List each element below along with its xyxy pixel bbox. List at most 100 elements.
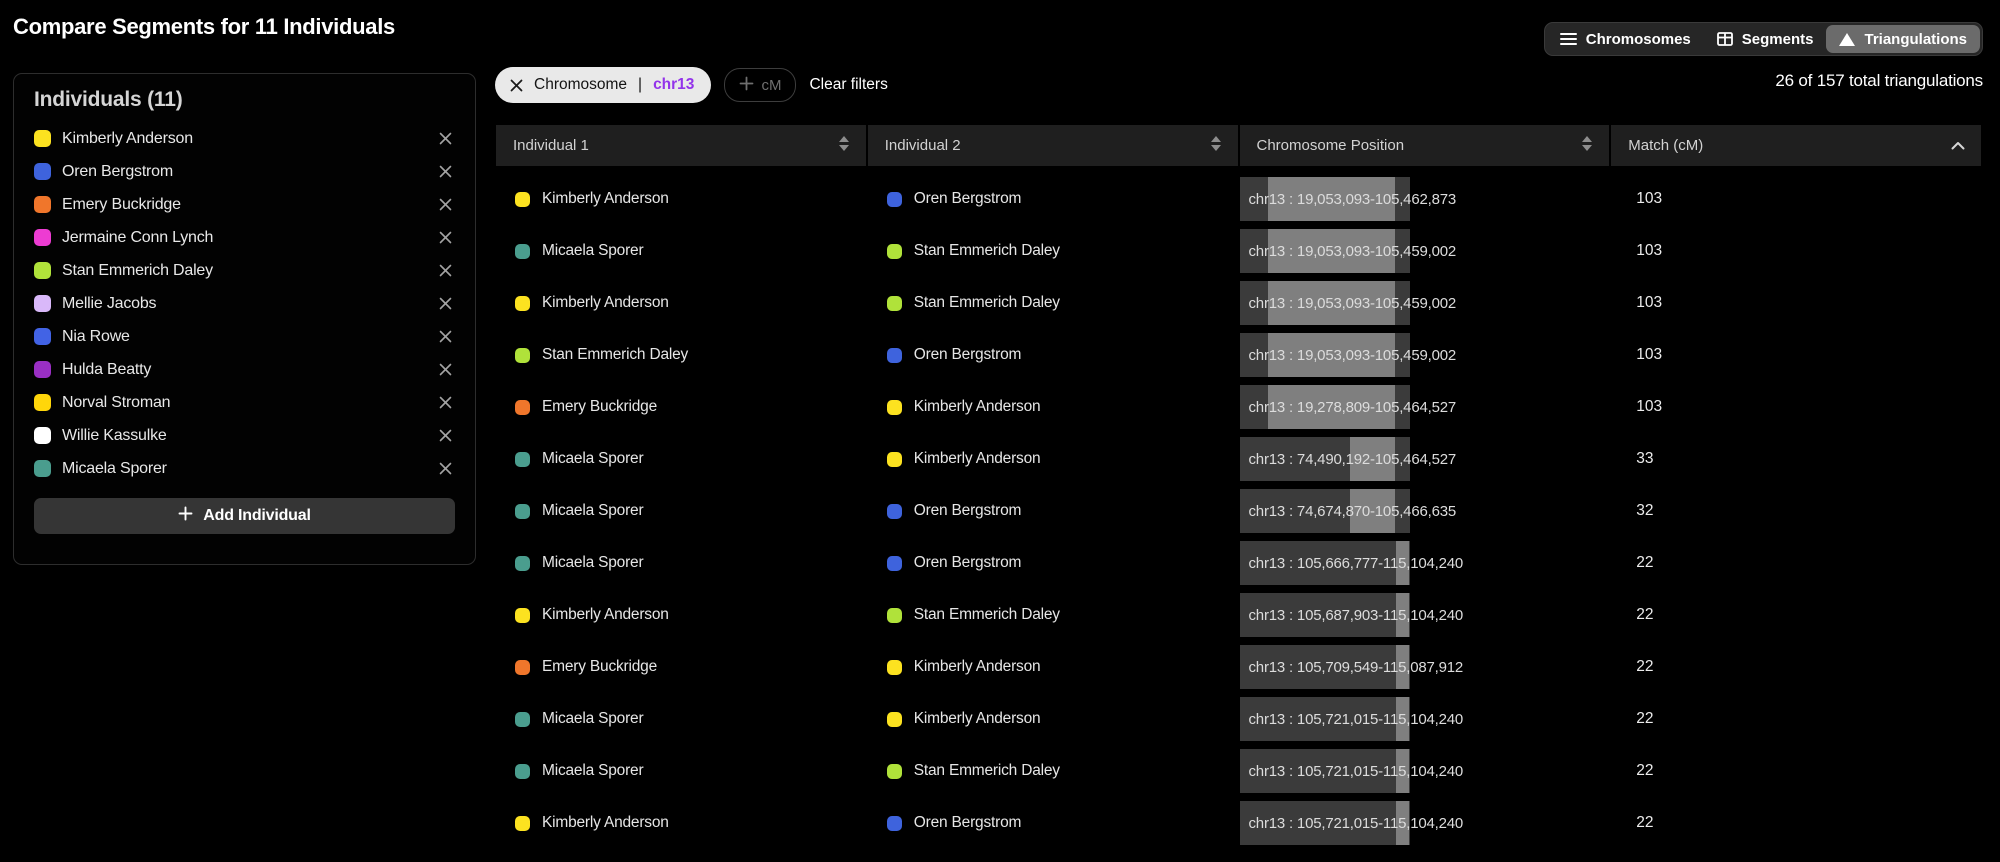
remove-chromosome-filter-icon[interactable] (510, 79, 523, 92)
remove-individual-icon[interactable] (439, 462, 452, 475)
individual1-name: Emery Buckridge (542, 658, 658, 675)
table-row[interactable]: Micaela Sporer Kimberly Anderson chr13 : 1… (496, 693, 1981, 745)
individual1-cell: Micaela Sporer (496, 485, 866, 537)
chromosome-position-cell: chr13 : 105,709,549-115,087,912 (1239, 641, 1610, 693)
triangulations-table: Individual 1 Individual 2 Chromosome Posit… (496, 125, 1981, 849)
chromosome-position-label: chr13 : 19,053,093-105,459,002 (1248, 294, 1457, 312)
chromosome-bar (1239, 177, 1410, 221)
remove-individual-icon[interactable] (439, 264, 452, 277)
chromosome-position-label: chr13 : 19,278,809-105,464,527 (1248, 398, 1457, 416)
chromosome-position-label: chr13 : 19,053,093-105,462,873 (1248, 190, 1457, 208)
individual1-name: Micaela Sporer (542, 502, 644, 519)
chromosome-position-label: chr13 : 19,053,093-105,459,002 (1248, 242, 1457, 260)
match-cm-cell: 33 (1611, 433, 1981, 485)
individual-color-swatch (34, 196, 51, 213)
column-header-individual-1[interactable]: Individual 1 (496, 125, 866, 166)
plus-icon (739, 76, 754, 95)
remove-individual-icon[interactable] (439, 165, 452, 178)
chromosome-position-cell: chr13 : 105,666,777-115,104,240 (1239, 537, 1610, 589)
segment-overlay (1395, 749, 1410, 793)
match-cm-value: 103 (1636, 242, 1663, 259)
table-row[interactable]: Kimberly Anderson Stan Emmerich Daley chr1… (496, 277, 1981, 329)
match-cm-value: 103 (1636, 398, 1663, 415)
individual1-cell: Micaela Sporer (496, 537, 866, 589)
individual2-name: Stan Emmerich Daley (913, 762, 1060, 779)
table-row[interactable]: Micaela Sporer Stan Emmerich Daley chr13 :… (496, 225, 1981, 277)
chromosome-position-label: chr13 : 74,490,192-105,464,527 (1248, 450, 1457, 468)
view-toggle-segments[interactable]: Segments (1704, 25, 1827, 53)
individual-item-mellie-jacobs: Mellie Jacobs (14, 287, 475, 320)
individuals-panel: Individuals (11) Kimberly Anderson Oren B… (13, 73, 476, 565)
segment-overlay (1395, 697, 1410, 741)
table-row[interactable]: Micaela Sporer Oren Bergstrom chr13 : 105,… (496, 537, 1981, 589)
table-row[interactable]: Emery Buckridge Kimberly Anderson chr13 : … (496, 641, 1981, 693)
individual-color-swatch (515, 711, 530, 727)
match-cm-cell: 103 (1611, 173, 1981, 225)
individual1-cell: Kimberly Anderson (496, 797, 866, 849)
table-icon (1716, 32, 1733, 46)
individual-color-swatch (34, 229, 51, 246)
individual-item-willie-kassulke: Willie Kassulke (14, 419, 475, 452)
table-row[interactable]: Stan Emmerich Daley Oren Bergstrom chr13 :… (496, 329, 1981, 381)
table-row[interactable]: Emery Buckridge Kimberly Anderson chr13 : … (496, 381, 1981, 433)
column-label: Chromosome Position (1256, 137, 1405, 154)
remove-individual-icon[interactable] (439, 297, 452, 310)
chromosome-position-cell: chr13 : 105,721,015-115,104,240 (1239, 693, 1610, 745)
chromosome-filter-chip[interactable]: Chromosome | chr13 (495, 67, 712, 103)
column-header-individual-2[interactable]: Individual 2 (867, 125, 1238, 166)
view-toggle-label: Triangulations (1864, 30, 1967, 48)
remove-individual-icon[interactable] (439, 198, 452, 211)
view-toggle-chromosomes[interactable]: Chromosomes (1547, 25, 1704, 53)
filter-bar: Chromosome | chr13 cM Clear filters (495, 66, 888, 104)
add-individual-label: Add Individual (203, 507, 311, 524)
segment-overlay (1267, 281, 1396, 325)
match-cm-cell: 32 (1611, 485, 1981, 537)
table-row[interactable]: Kimberly Anderson Oren Bergstrom chr13 : 1… (496, 173, 1981, 225)
chromosome-position-cell: chr13 : 19,053,093-105,459,002 (1239, 277, 1610, 329)
individual1-cell: Emery Buckridge (496, 381, 866, 433)
view-toggle-triangulations[interactable]: Triangulations (1826, 25, 1980, 53)
remove-individual-icon[interactable] (439, 231, 452, 244)
individual1-name: Kimberly Anderson (542, 190, 669, 207)
individual-color-swatch (34, 130, 51, 147)
individual2-name: Kimberly Anderson (913, 658, 1041, 675)
individual-item-micaela-sporer: Micaela Sporer (14, 452, 475, 485)
chromosome-bar (1239, 697, 1410, 741)
individual-color-swatch (34, 328, 51, 345)
chromosome-bar (1239, 645, 1410, 689)
individual-color-swatch (515, 399, 530, 415)
remove-individual-icon[interactable] (439, 396, 452, 409)
segment-overlay (1395, 645, 1410, 689)
table-row[interactable]: Micaela Sporer Stan Emmerich Daley chr13 :… (496, 745, 1981, 797)
individual2-cell: Stan Emmerich Daley (868, 277, 1238, 329)
column-label: Individual 1 (513, 137, 589, 154)
individual2-name: Stan Emmerich Daley (913, 294, 1060, 311)
segment-overlay (1267, 177, 1396, 221)
individual-color-swatch (34, 295, 51, 312)
remove-individual-icon[interactable] (439, 132, 452, 145)
add-cm-filter-button[interactable]: cM (724, 68, 797, 102)
individual2-name: Oren Bergstrom (913, 190, 1022, 207)
column-header-chromosome-position[interactable]: Chromosome Position (1239, 125, 1610, 166)
chromosome-position-cell: chr13 : 19,053,093-105,459,002 (1239, 225, 1610, 277)
column-header-match-cm-[interactable]: Match (cM) (1611, 125, 1981, 166)
individual1-name: Kimberly Anderson (542, 814, 669, 831)
segment-overlay (1395, 801, 1410, 845)
remove-individual-icon[interactable] (439, 330, 452, 343)
plus-icon (178, 506, 193, 526)
table-row[interactable]: Micaela Sporer Kimberly Anderson chr13 : 7… (496, 433, 1981, 485)
table-row[interactable]: Kimberly Anderson Stan Emmerich Daley chr1… (496, 589, 1981, 641)
remove-individual-icon[interactable] (439, 429, 452, 442)
clear-filters-button[interactable]: Clear filters (809, 76, 888, 93)
chromosome-position-label: chr13 : 105,721,015-115,104,240 (1248, 814, 1464, 832)
add-individual-button[interactable]: Add Individual (34, 498, 455, 534)
remove-individual-icon[interactable] (439, 363, 452, 376)
individual1-cell: Micaela Sporer (496, 433, 866, 485)
table-row[interactable]: Micaela Sporer Oren Bergstrom chr13 : 74,6… (496, 485, 1981, 537)
individual-name: Norval Stroman (62, 393, 171, 411)
table-row[interactable]: Kimberly Anderson Oren Bergstrom chr13 : 1… (496, 797, 1981, 849)
chromosome-bar (1239, 489, 1410, 533)
chromosome-bar (1239, 541, 1410, 585)
match-cm-cell: 103 (1611, 329, 1981, 381)
